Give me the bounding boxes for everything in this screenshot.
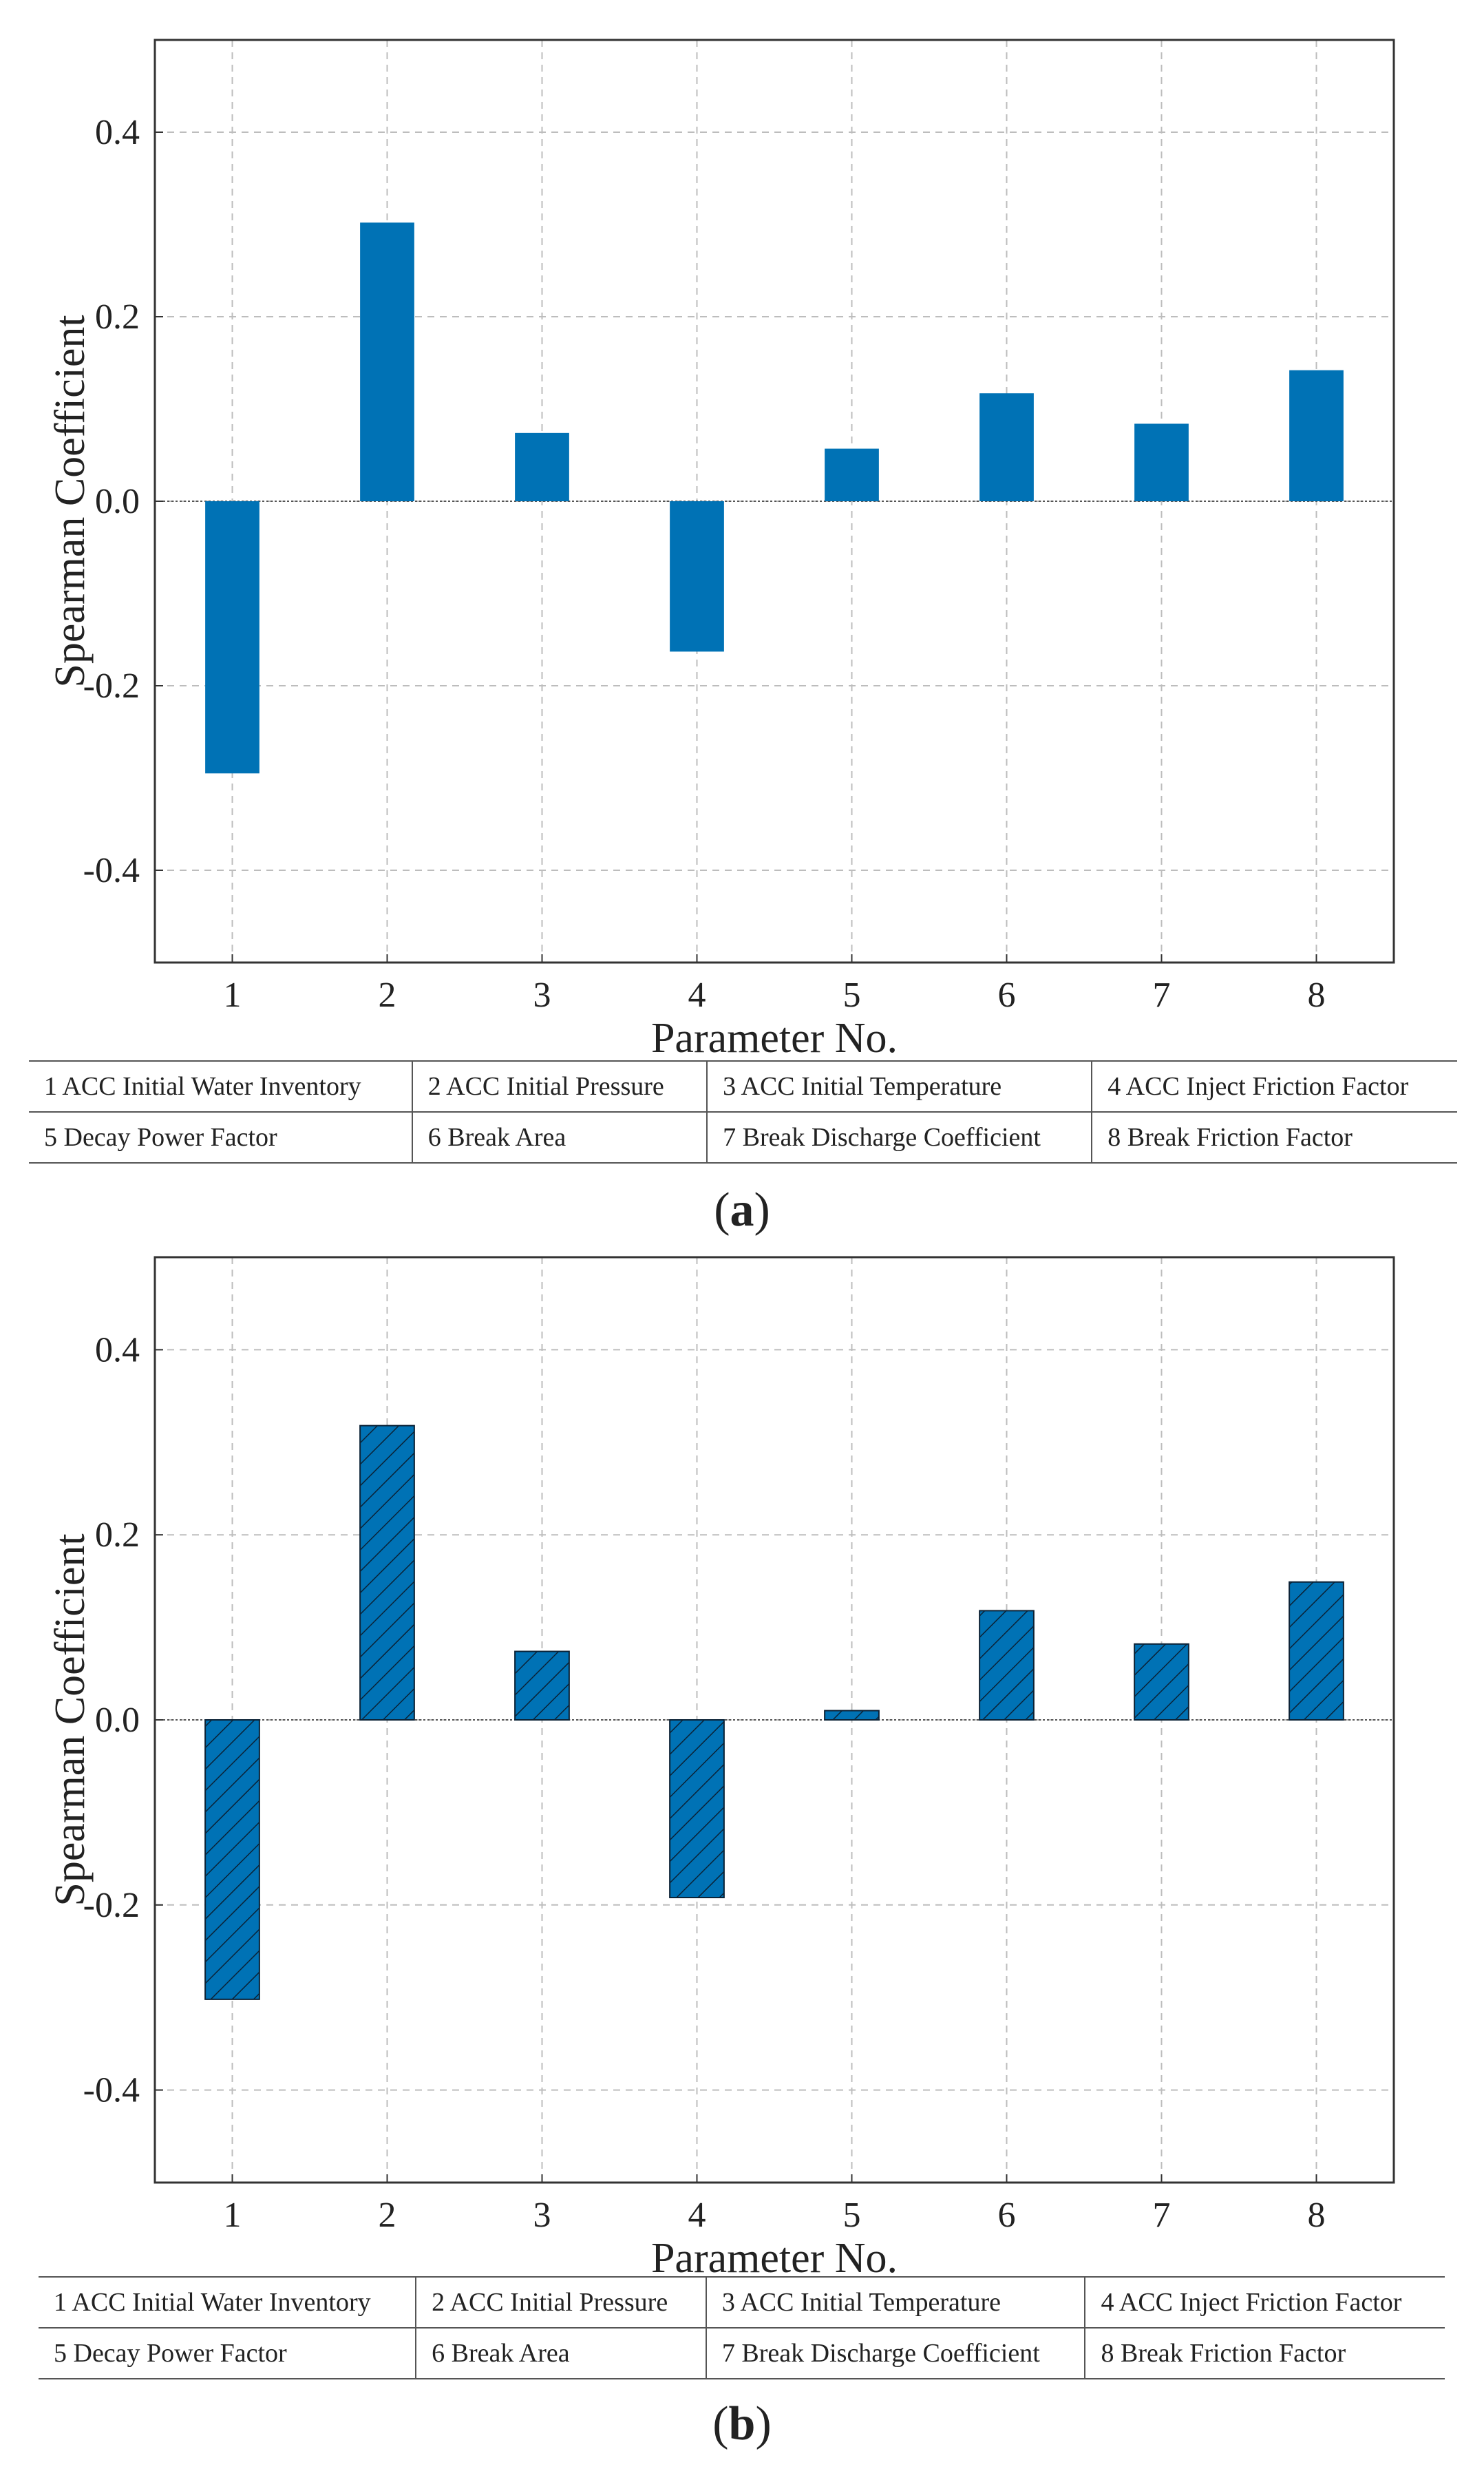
legend-cell: 5 Decay Power Factor — [29, 1111, 412, 1164]
bar-chart-b: 0.4 0.2 0.0 -0.2 -0.4 1 2 3 4 5 6 7 8 Parameter No. Sp… — [47, 1256, 1395, 2282]
x-tick-label: 2 — [379, 976, 396, 1015]
legend-row: 1 ACC Initial Water Inventory 2 ACC Initi… — [39, 2276, 1445, 2329]
bar-param-1 — [205, 501, 259, 774]
y-tick-label: -0.2 — [83, 666, 140, 706]
y-axis-title: Spearman Coefficient — [47, 315, 94, 687]
bar-param-7 — [1134, 1643, 1189, 1721]
bar-param-1 — [204, 1719, 260, 2000]
y-tick-label: -0.2 — [83, 1886, 140, 1925]
legend-row: 1 ACC Initial Water Inventory 2 ACC Initi… — [29, 1060, 1457, 1113]
x-tick-label: 4 — [688, 2196, 706, 2235]
legend-cell: 4 ACC Inject Friction Factor — [1084, 2276, 1445, 2329]
legend-cell: 5 Decay Power Factor — [39, 2327, 416, 2379]
bar-param-6 — [979, 1610, 1035, 1721]
bar-param-3 — [515, 432, 569, 501]
y-tick-label: 0.4 — [95, 113, 140, 152]
x-tick-label: 3 — [533, 976, 551, 1015]
chart-panel-a: 0.4 0.2 0.0 -0.2 -0.4 1 2 3 4 5 6 7 8 Parameter No. Sp… — [29, 39, 1457, 1237]
x-tick-label: 3 — [533, 2196, 551, 2235]
legend-cell: 6 Break Area — [415, 2327, 706, 2379]
x-tick-label: 1 — [224, 2196, 242, 2235]
legend-cell: 4 ACC Inject Friction Factor — [1091, 1060, 1457, 1113]
bar-param-7 — [1134, 423, 1189, 501]
chart-panel-b: 0.4 0.2 0.0 -0.2 -0.4 1 2 3 4 5 6 7 8 Parameter No. Sp… — [0, 1246, 1484, 2491]
y-tick-label: 0.2 — [95, 297, 140, 337]
legend-row: 5 Decay Power Factor 6 Break Area 7 Break … — [29, 1111, 1457, 1164]
bar-param-2 — [359, 1425, 415, 1721]
x-tick-label: 8 — [1308, 2196, 1326, 2235]
y-tick-label: 0.0 — [95, 1701, 140, 1740]
legend-cell: 3 ACC Initial Temperature — [705, 2276, 1085, 2329]
x-tick-label: 1 — [224, 976, 242, 1015]
legend-cell: 7 Break Discharge Coefficient — [705, 2327, 1085, 2379]
y-tick-label: 0.4 — [95, 1330, 140, 1369]
y-tick-label: 0.2 — [95, 1515, 140, 1555]
parameter-legend-table-b: 1 ACC Initial Water Inventory 2 ACC Initi… — [39, 2276, 1445, 2379]
x-tick-label: 6 — [998, 2196, 1016, 2235]
legend-cell: 6 Break Area — [411, 1111, 708, 1164]
y-tick-label: 0.0 — [95, 482, 140, 521]
bar-param-6 — [979, 393, 1034, 501]
bar-chart-a: 0.4 0.2 0.0 -0.2 -0.4 1 2 3 4 5 6 7 8 Parameter No. Sp… — [47, 39, 1395, 1062]
panel-label-a: (a) — [714, 1184, 770, 1237]
x-axis-title: Parameter No. — [651, 2235, 898, 2282]
x-axis-title: Parameter No. — [651, 1015, 898, 1062]
legend-cell: 7 Break Discharge Coefficient — [706, 1111, 1092, 1164]
bar-param-5 — [825, 448, 879, 501]
bar-param-2 — [360, 222, 414, 501]
legend-cell: 2 ACC Initial Pressure — [411, 1060, 708, 1113]
legend-cell: 8 Break Friction Factor — [1091, 1111, 1457, 1164]
x-tick-label: 2 — [379, 2196, 396, 2235]
x-tick-label: 7 — [1153, 2196, 1171, 2235]
bar-param-4 — [670, 501, 724, 652]
legend-cell: 1 ACC Initial Water Inventory — [39, 2276, 416, 2329]
x-tick-label: 5 — [843, 976, 861, 1015]
bar-param-8 — [1289, 1581, 1344, 1721]
x-tick-label: 8 — [1308, 976, 1326, 1015]
bar-param-3 — [514, 1650, 570, 1721]
x-tick-label: 7 — [1153, 976, 1171, 1015]
x-tick-label: 6 — [998, 976, 1016, 1015]
legend-cell: 2 ACC Initial Pressure — [415, 2276, 706, 2329]
legend-cell: 1 ACC Initial Water Inventory — [29, 1060, 412, 1113]
legend-cell: 3 ACC Initial Temperature — [706, 1060, 1092, 1113]
bar-param-4 — [669, 1719, 725, 1899]
legend-row: 5 Decay Power Factor 6 Break Area 7 Break … — [39, 2327, 1445, 2379]
legend-cell: 8 Break Friction Factor — [1084, 2327, 1445, 2379]
x-tick-label: 5 — [843, 2196, 861, 2235]
y-tick-label: -0.4 — [83, 2071, 140, 2110]
y-tick-label: -0.4 — [83, 851, 140, 890]
bar-param-5 — [824, 1710, 880, 1721]
panel-label-b: (b) — [712, 2397, 772, 2450]
y-axis-title: Spearman Coefficient — [47, 1533, 94, 1906]
x-tick-label: 4 — [688, 976, 706, 1015]
bar-param-8 — [1289, 370, 1344, 501]
parameter-legend-table-a: 1 ACC Initial Water Inventory 2 ACC Initi… — [29, 1060, 1457, 1164]
